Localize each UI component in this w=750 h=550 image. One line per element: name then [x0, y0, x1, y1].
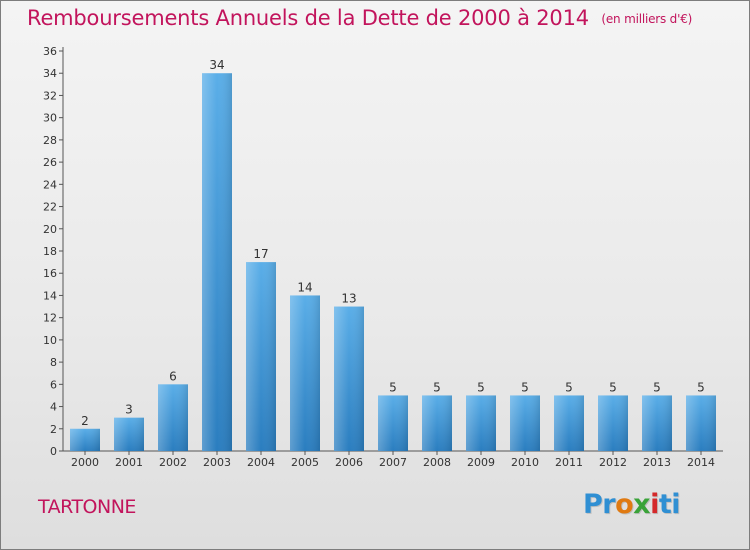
data-label: 5	[697, 380, 705, 394]
y-tick-label: 28	[43, 134, 57, 147]
data-label: 2	[81, 414, 89, 428]
y-tick-label: 26	[43, 156, 57, 169]
bar-shade	[598, 395, 628, 451]
x-tick-label: 2009	[467, 456, 495, 469]
y-tick-label: 22	[43, 201, 57, 214]
x-tick-label: 2003	[203, 456, 231, 469]
data-label: 5	[389, 380, 397, 394]
bar-shade	[378, 395, 408, 451]
x-tick-label: 2002	[159, 456, 187, 469]
y-tick-label: 0	[50, 445, 57, 458]
data-label: 5	[433, 380, 441, 394]
bar-shade	[114, 417, 144, 451]
bar-shade	[554, 395, 584, 451]
y-tick-label: 10	[43, 334, 57, 347]
y-tick-label: 8	[50, 356, 57, 369]
x-tick-label: 2008	[423, 456, 451, 469]
data-label: 5	[565, 380, 573, 394]
bar-shade	[510, 395, 540, 451]
y-tick-label: 18	[43, 245, 57, 258]
data-label: 5	[653, 380, 661, 394]
proxiti-logo: Proxiti	[583, 489, 681, 520]
bar-shade	[686, 395, 716, 451]
data-label: 5	[521, 380, 529, 394]
x-tick-label: 2000	[71, 456, 99, 469]
x-tick-label: 2010	[511, 456, 539, 469]
bar-shade	[334, 306, 364, 451]
bar-shade	[466, 395, 496, 451]
x-tick-label: 2006	[335, 456, 363, 469]
bar-shade	[422, 395, 452, 451]
chart-subtitle: (en milliers d'€)	[601, 12, 693, 26]
y-tick-label: 12	[43, 312, 57, 325]
data-label: 6	[169, 369, 177, 383]
y-tick-label: 20	[43, 223, 57, 236]
y-tick-label: 30	[43, 112, 57, 125]
chart-title-text: Remboursements Annuels de la Dette de 20…	[27, 6, 589, 30]
y-tick-label: 32	[43, 89, 57, 102]
bar-shade	[246, 262, 276, 451]
x-tick-label: 2013	[643, 456, 671, 469]
y-tick-label: 14	[43, 289, 57, 302]
y-tick-label: 24	[43, 178, 57, 191]
y-tick-label: 2	[50, 423, 57, 436]
x-tick-label: 2005	[291, 456, 319, 469]
y-tick-label: 34	[43, 67, 57, 80]
bar-shade	[158, 384, 188, 451]
data-label: 5	[477, 380, 485, 394]
bar-shade	[70, 428, 100, 451]
data-label: 17	[253, 247, 268, 261]
x-tick-label: 2014	[687, 456, 715, 469]
x-tick-label: 2012	[599, 456, 627, 469]
x-tick-label: 2007	[379, 456, 407, 469]
town-name: TARTONNE	[38, 496, 136, 518]
bar-shade	[642, 395, 672, 451]
x-tick-label: 2004	[247, 456, 275, 469]
y-tick-label: 36	[43, 45, 57, 58]
y-tick-label: 6	[50, 378, 57, 391]
y-tick-label: 16	[43, 267, 57, 280]
bar-shade	[290, 295, 320, 451]
data-label: 14	[297, 280, 312, 294]
x-tick-label: 2001	[115, 456, 143, 469]
y-tick-label: 4	[50, 401, 57, 414]
data-label: 13	[341, 292, 356, 306]
data-label: 34	[209, 58, 224, 72]
x-tick-label: 2011	[555, 456, 583, 469]
data-label: 3	[125, 403, 133, 417]
data-label: 5	[609, 380, 617, 394]
chart-title: Remboursements Annuels de la Dette de 20…	[27, 6, 692, 30]
bar-shade	[202, 73, 232, 451]
